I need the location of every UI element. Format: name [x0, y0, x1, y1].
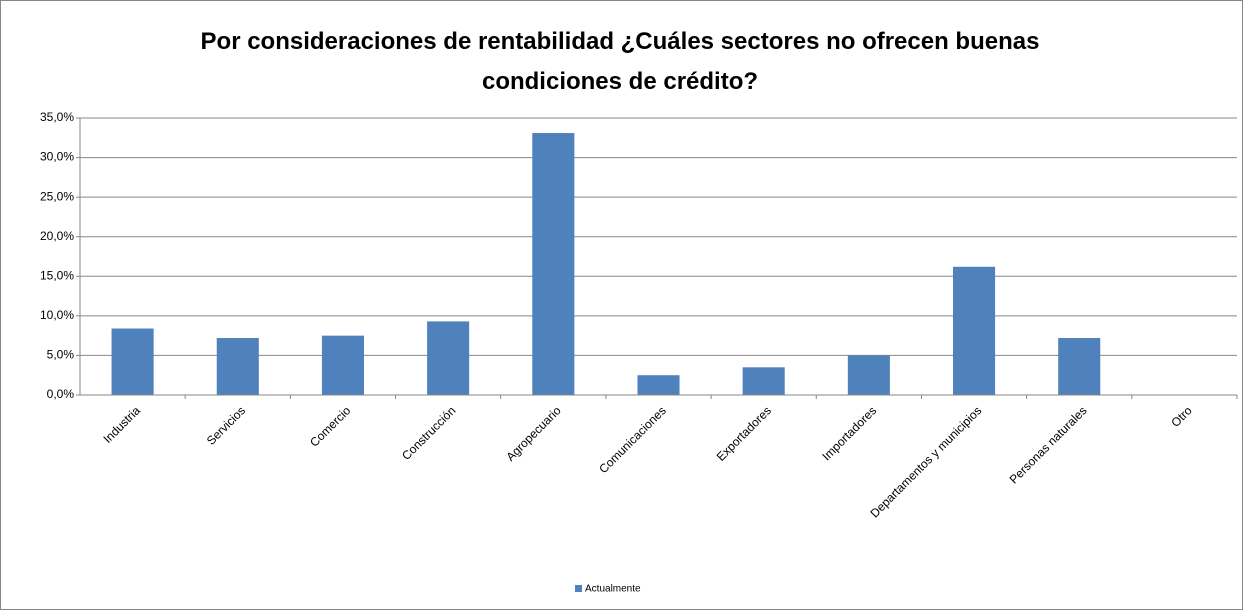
- bar: [847, 355, 890, 395]
- y-tick-label: 35,0%: [40, 110, 74, 124]
- y-tick-label: 15,0%: [40, 268, 74, 282]
- bar: [216, 338, 259, 395]
- y-tick-label: 20,0%: [40, 229, 74, 243]
- chart-title: Por consideraciones de rentabilidad ¿Cuá…: [200, 28, 1040, 95]
- bar: [111, 328, 154, 395]
- bar: [321, 335, 364, 395]
- bar: [742, 367, 785, 395]
- bar: [427, 321, 470, 395]
- bar: [953, 266, 996, 395]
- y-tick-label: 30,0%: [40, 150, 74, 164]
- bar: [532, 133, 575, 395]
- y-tick-label: 10,0%: [40, 308, 74, 322]
- bar: [1058, 338, 1101, 395]
- bar: [637, 375, 680, 395]
- y-tick-label: 5,0%: [47, 348, 75, 362]
- legend-swatch: [575, 585, 582, 592]
- y-tick-label: 25,0%: [40, 189, 74, 203]
- y-tick-label: 0,0%: [47, 387, 75, 401]
- legend-label: Actualmente: [585, 584, 641, 595]
